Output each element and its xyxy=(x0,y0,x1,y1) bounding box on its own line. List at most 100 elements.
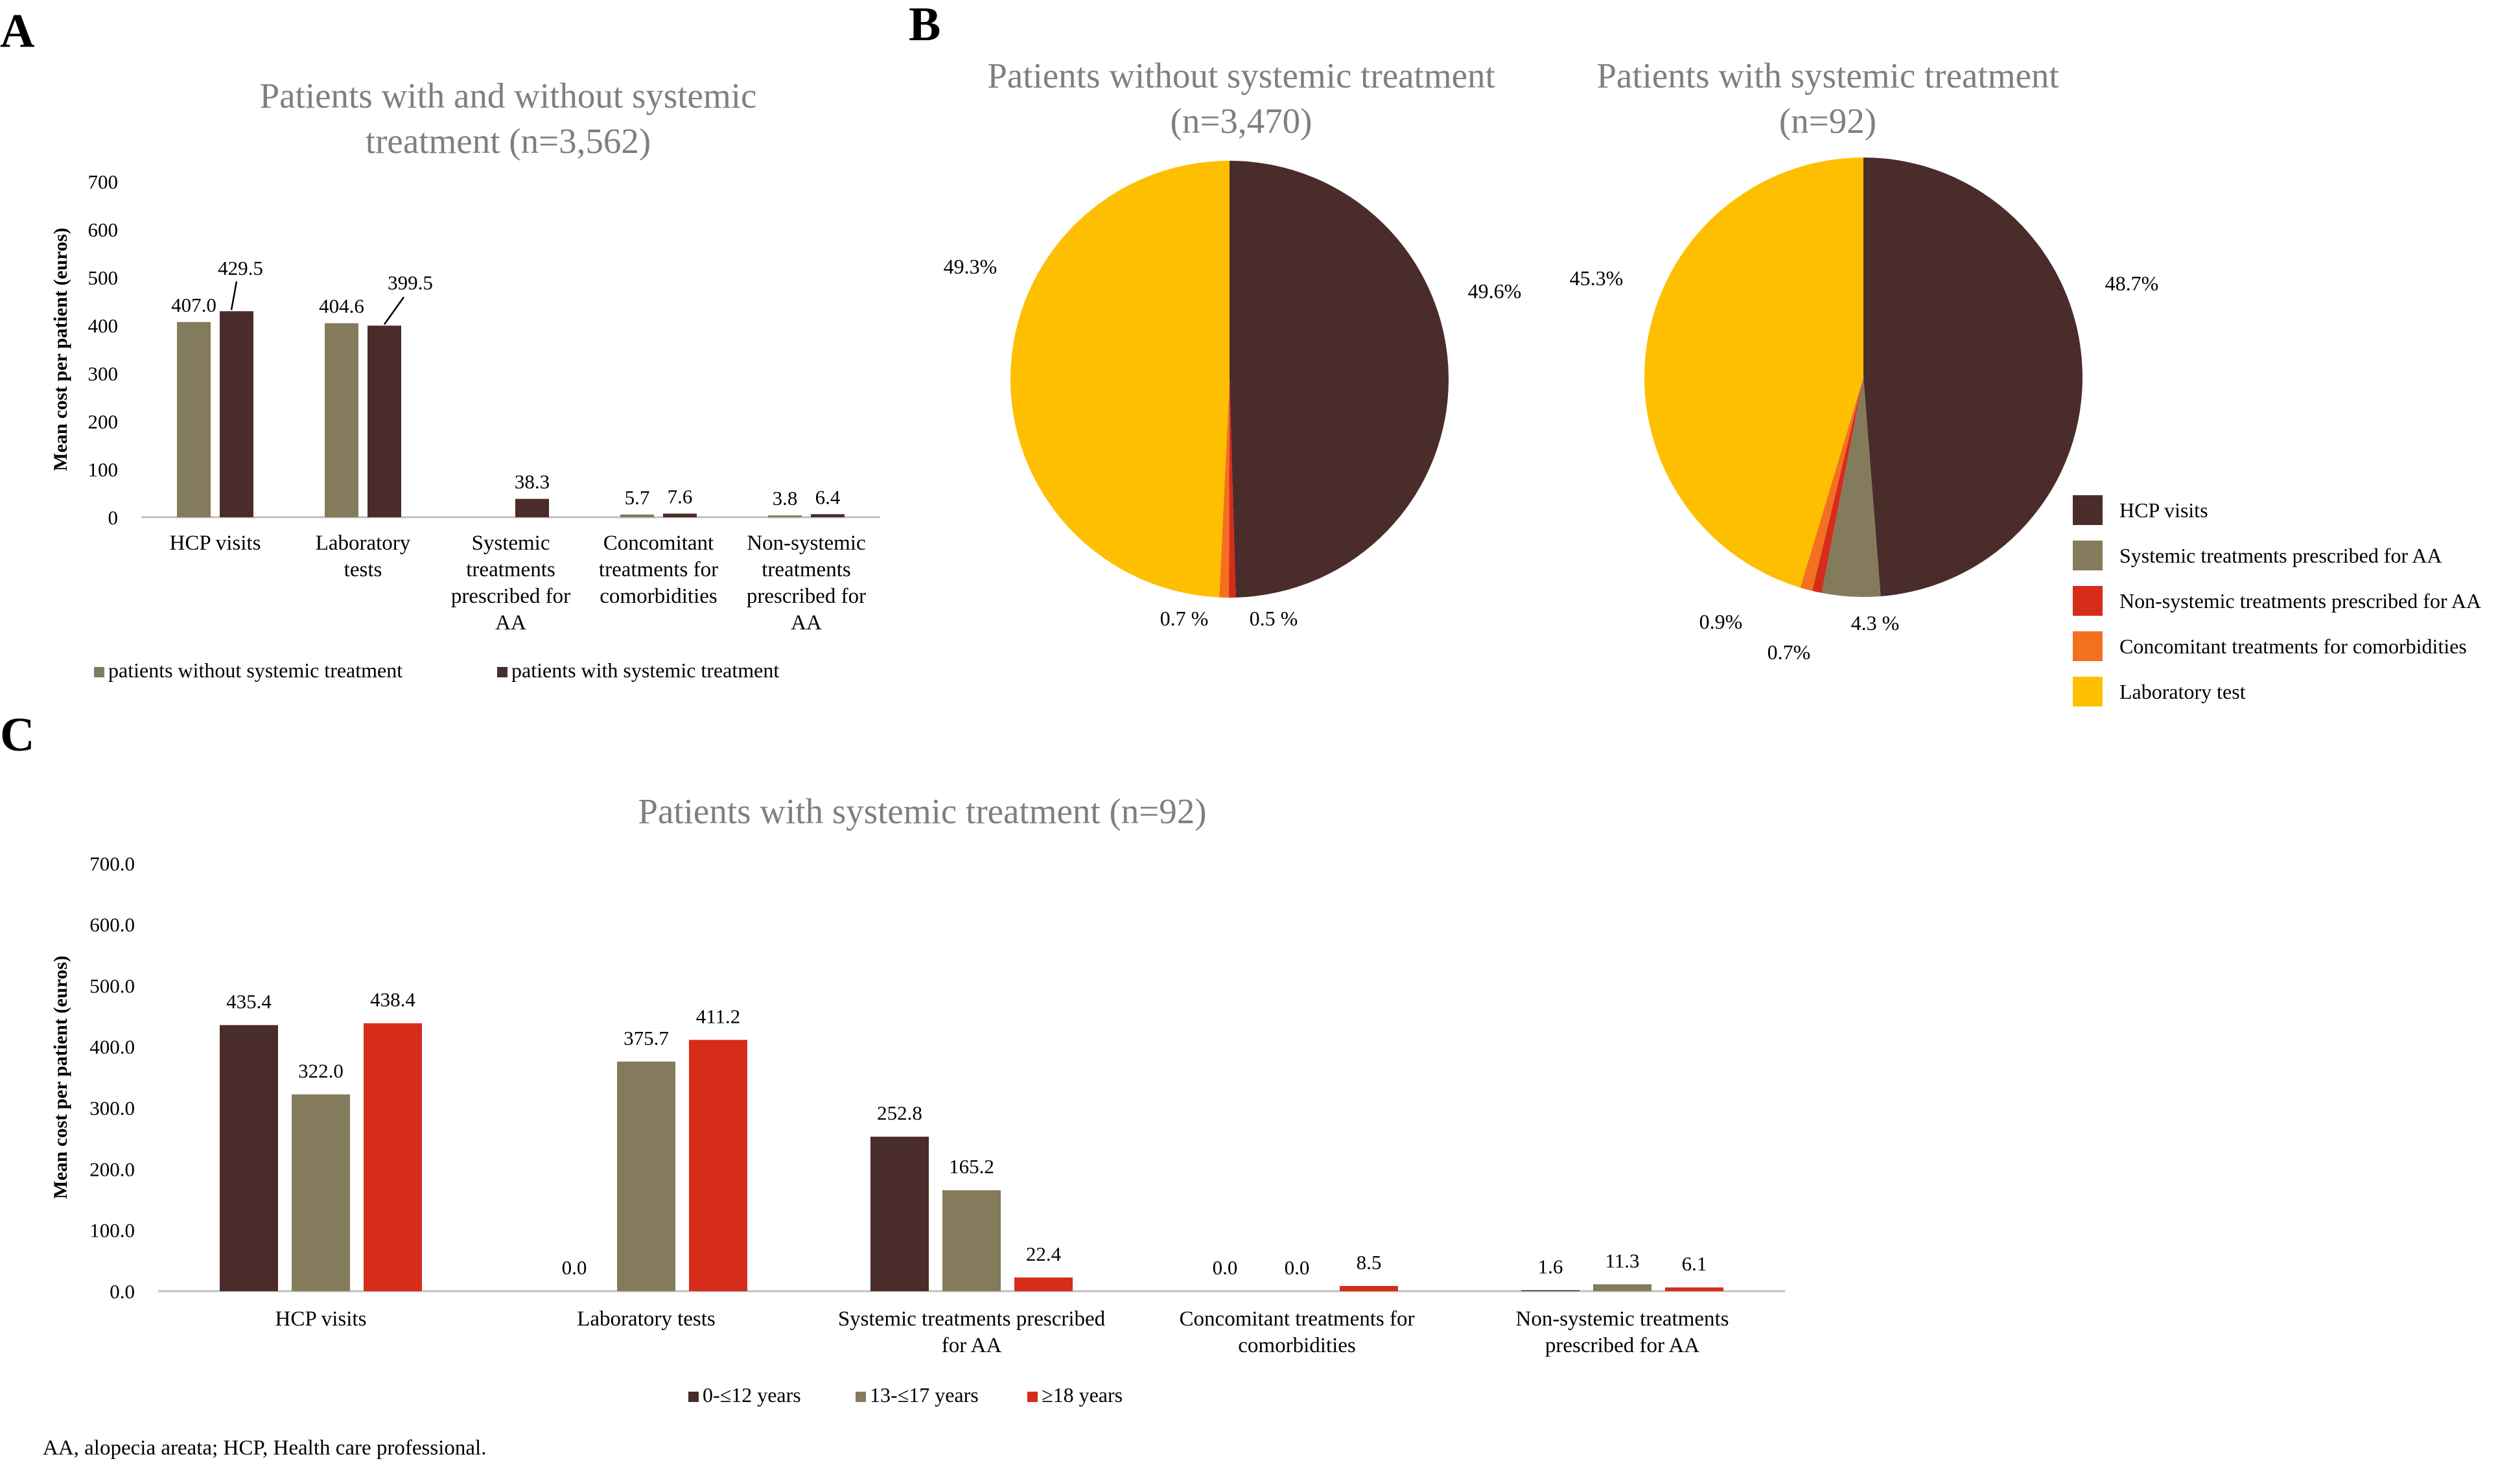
x-category-label: comorbidities xyxy=(1238,1334,1355,1357)
data-label: 404.6 xyxy=(319,295,364,318)
pie-title: (n=92) xyxy=(1779,101,1876,141)
data-label: 0.0 xyxy=(1213,1256,1238,1279)
data-label: 435.4 xyxy=(226,990,272,1012)
data-label: 411.2 xyxy=(696,1005,741,1027)
x-category-label: Systemic xyxy=(472,532,550,555)
bar-4-0 xyxy=(1521,1290,1580,1291)
pie-slice-label: 0.7 % xyxy=(1160,607,1209,630)
pie-slice-2 xyxy=(1228,379,1236,598)
y-tick-label: 700.0 xyxy=(89,852,135,875)
y-tick-label: 700 xyxy=(88,170,119,193)
panel-label-c: C xyxy=(0,708,34,762)
x-category-label: prescribed for xyxy=(451,585,570,608)
x-category-label: Concomitant treatments for xyxy=(1180,1307,1415,1331)
y-tick-label: 600 xyxy=(88,218,119,241)
label-leader-line xyxy=(383,296,405,325)
data-label: 0.0 xyxy=(562,1256,587,1279)
x-category-label: Concomitant xyxy=(603,532,714,555)
data-label: 1.6 xyxy=(1538,1255,1563,1278)
panel-label-b: B xyxy=(909,0,940,51)
x-category-label: AA xyxy=(495,611,526,635)
bar-4-1 xyxy=(811,514,845,517)
data-label: 8.5 xyxy=(1357,1251,1382,1274)
legend-swatch xyxy=(94,667,104,677)
chart-title: Patients with and without systemic xyxy=(260,76,757,115)
y-tick-label: 0.0 xyxy=(110,1280,135,1303)
x-category-label: Non-systemic xyxy=(747,532,865,555)
bar-0-0 xyxy=(220,1025,278,1291)
x-category-label: tests xyxy=(344,558,382,581)
x-category-label: Systemic treatments prescribed xyxy=(838,1307,1106,1331)
y-tick-label: 500.0 xyxy=(89,974,135,997)
legend-label: Non-systemic treatments prescribed for A… xyxy=(2119,589,2481,613)
legend-swatch xyxy=(2073,495,2103,525)
panel-b-pie-without-systemic: Patients without systemic treatment (n=3,… xyxy=(944,56,1522,630)
legend-swatch xyxy=(2073,586,2103,616)
pie-slice-label: 4.3 % xyxy=(1851,611,1900,635)
data-label: 11.3 xyxy=(1605,1249,1639,1272)
pie-slice-4 xyxy=(1644,158,1863,588)
data-label: 399.5 xyxy=(388,271,433,294)
bar-2-0 xyxy=(870,1136,929,1291)
data-label: 252.8 xyxy=(877,1102,922,1125)
y-tick-label: 100 xyxy=(88,458,119,481)
legend-swatch xyxy=(688,1392,699,1402)
data-label: 407.0 xyxy=(171,294,216,316)
pie-slice-3 xyxy=(1800,377,1863,591)
y-tick-label: 200 xyxy=(88,410,119,433)
x-category-label: Laboratory tests xyxy=(577,1307,716,1331)
y-axis-label: Mean cost per patient (euros) xyxy=(50,955,71,1199)
legend-swatch xyxy=(2073,541,2103,570)
x-category-label: Non-systemic treatments xyxy=(1515,1307,1729,1331)
panel-b-legend: HCP visits Systemic treatments prescribed… xyxy=(2073,495,2481,707)
bar-1-1 xyxy=(368,325,401,517)
x-category-label: Laboratory xyxy=(316,532,411,555)
bar-2-2 xyxy=(1014,1277,1073,1291)
legend-swatch xyxy=(497,667,508,677)
legend-label: HCP visits xyxy=(2119,498,2208,522)
y-tick-label: 500 xyxy=(88,266,119,289)
pie-title: (n=3,470) xyxy=(1171,101,1312,141)
bar-1-1 xyxy=(617,1061,675,1291)
pie-title: Patients without systemic treatment xyxy=(987,56,1495,95)
bar-2-1 xyxy=(515,498,549,517)
pie-slice-2 xyxy=(1812,377,1863,593)
y-tick-label: 400.0 xyxy=(89,1036,135,1058)
legend-label: 13-≤17 years xyxy=(870,1383,979,1407)
x-category-label: treatments xyxy=(762,558,850,581)
bar-3-2 xyxy=(1340,1285,1398,1291)
y-tick-label: 0 xyxy=(108,506,119,529)
legend-swatch xyxy=(856,1392,866,1402)
legend-label: Concomitant treatments for comorbidities xyxy=(2119,635,2467,658)
pie-slice-4 xyxy=(1010,161,1230,598)
data-label: 3.8 xyxy=(773,487,798,509)
x-category-label: prescribed for AA xyxy=(1545,1334,1699,1357)
bar-3-0 xyxy=(620,514,654,517)
legend-label: ≥18 years xyxy=(1042,1383,1123,1407)
bar-0-2 xyxy=(364,1023,422,1291)
bar-4-1 xyxy=(1593,1284,1651,1291)
bar-2-1 xyxy=(942,1190,1001,1291)
bar-0-1 xyxy=(220,311,253,517)
x-category-label: prescribed for xyxy=(747,585,866,608)
legend-label: 0-≤12 years xyxy=(703,1383,801,1407)
pie-slice-label: 0.5 % xyxy=(1250,607,1298,630)
legend-swatch xyxy=(2073,631,2103,661)
legend-label: Laboratory test xyxy=(2119,680,2246,703)
pie-slice-label: 48.7% xyxy=(2105,272,2159,295)
bar-1-2 xyxy=(689,1040,747,1291)
pie-title: Patients with systemic treatment xyxy=(1596,56,2059,95)
pie-slice-label: 0.7% xyxy=(1768,640,1811,664)
data-label: 0.0 xyxy=(1285,1256,1310,1279)
data-label: 165.2 xyxy=(949,1155,994,1178)
data-label: 38.3 xyxy=(515,471,550,493)
y-tick-label: 200.0 xyxy=(89,1158,135,1180)
data-label: 375.7 xyxy=(624,1027,669,1049)
legend-label: patients with systemic treatment xyxy=(511,659,779,682)
data-label: 322.0 xyxy=(298,1059,344,1082)
data-label: 438.4 xyxy=(370,988,415,1011)
label-leader-line xyxy=(230,281,238,310)
bar-1-0 xyxy=(325,323,358,517)
data-label: 22.4 xyxy=(1026,1243,1062,1265)
bar-4-0 xyxy=(768,515,802,517)
